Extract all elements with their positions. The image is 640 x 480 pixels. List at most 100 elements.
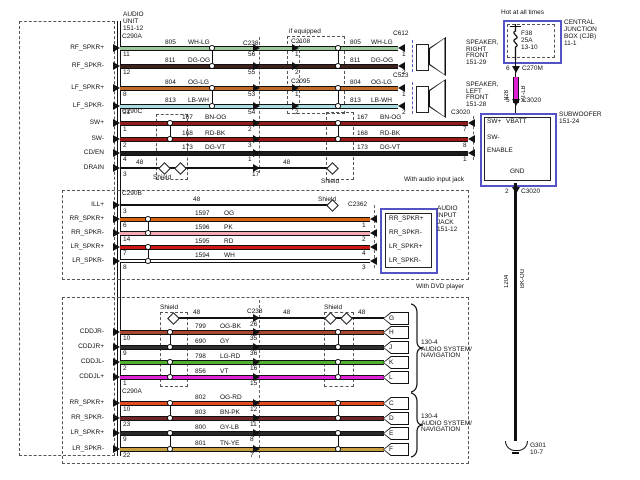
- pin-number: 4: [362, 250, 366, 257]
- pin-number: 9: [123, 350, 127, 357]
- wire: [120, 330, 384, 335]
- terminal: E: [383, 427, 409, 440]
- connector-arrow-icon: [292, 84, 299, 92]
- wire-text: OG: [224, 210, 235, 217]
- terminal-body: [384, 313, 408, 324]
- destination-arrow-icon: [370, 215, 377, 223]
- jack-title: AUDIO: [437, 205, 458, 212]
- connector-label: C523: [393, 72, 409, 79]
- if-equipped-box: [287, 36, 345, 114]
- jack-pin-label: RR_SPKR+: [389, 215, 424, 222]
- wire-text: BN-OG: [380, 114, 402, 121]
- pin-number: 17: [252, 171, 260, 178]
- shield-node-icon: [167, 359, 173, 365]
- wire-id-rotated: VT-LB: [521, 85, 527, 102]
- cjb-box: [503, 20, 562, 64]
- connector-arrow-icon: [253, 328, 260, 336]
- cjb-name: CENTRAL: [564, 19, 595, 26]
- connector-arrow-icon: [253, 373, 260, 381]
- pin-number: 1: [463, 156, 467, 163]
- pin-number: 12: [250, 406, 258, 413]
- wire-text: RD-BK: [380, 130, 401, 137]
- terminal: C: [383, 397, 409, 410]
- shield-node-icon: [167, 400, 173, 406]
- destination-arrow-icon: [370, 243, 377, 251]
- shield-node-icon: [335, 359, 341, 365]
- connector-arrow-icon: [113, 62, 120, 70]
- wire-text: 48: [283, 309, 291, 316]
- wire-text: GY-LB: [220, 424, 239, 431]
- wire-text: LB-WH: [371, 97, 392, 104]
- shield-region: [156, 114, 188, 180]
- shield-link: [338, 436, 339, 446]
- pin-number: 53: [248, 91, 256, 98]
- connector-line-c2108-c2095: [299, 40, 300, 108]
- wire: [120, 431, 384, 436]
- hot-at-all-times-label: Hot at all times: [501, 9, 544, 16]
- nav-group-label: AUDIO SYSTEM/: [421, 345, 472, 353]
- shield-node-icon: [335, 63, 341, 69]
- connector-arrow-icon: [253, 149, 260, 157]
- terminal: H: [383, 326, 409, 339]
- wire-text: 805: [350, 39, 361, 46]
- connector-arrow-icon: [253, 44, 260, 52]
- subwoofer-inner-box: [484, 117, 551, 181]
- connector-label: C3020: [522, 97, 542, 104]
- wire-text: DG-VT: [380, 144, 401, 151]
- pin-number: 4: [123, 156, 127, 163]
- wire-text: OG-BK: [220, 323, 241, 330]
- wire-text: 813: [165, 97, 176, 104]
- shield-node-icon: [167, 430, 173, 436]
- destination-arrow-icon: [468, 149, 475, 157]
- wire-text: DG-VT: [205, 144, 226, 151]
- shield-label: Shield: [160, 304, 179, 311]
- wire-text: GY: [220, 338, 230, 345]
- connector-label: C2108: [291, 38, 311, 45]
- connector-label: C290A: [122, 33, 142, 40]
- terminal-letter: J: [389, 344, 393, 351]
- shield-node-icon: [145, 216, 151, 222]
- destination-arrow-icon: [398, 44, 405, 52]
- jack-title: JACK: [437, 219, 454, 226]
- speaker-label: 151-29: [466, 58, 487, 66]
- audio-unit-connector-line: [120, 21, 121, 456]
- wire-text: 802: [195, 394, 206, 401]
- pin-number: 8: [250, 436, 254, 443]
- shield-node-icon: [335, 329, 341, 335]
- wire-name: RR_SPKR-: [71, 414, 104, 421]
- fuse-label: F38: [521, 30, 533, 37]
- destination-arrow-icon: [468, 135, 475, 143]
- fuse-label: 13-10: [521, 44, 538, 51]
- wire-text: 168: [357, 130, 368, 137]
- connector-arrow-icon: [113, 135, 120, 143]
- wire-text: WH: [224, 252, 235, 259]
- shield-node-icon: [167, 415, 173, 421]
- speaker-connector-line: [412, 40, 413, 72]
- terminal: K: [383, 356, 409, 369]
- shield-link: [338, 91, 339, 103]
- audio-unit-label: AUDIO: [123, 11, 144, 18]
- connector-label: C238: [243, 40, 259, 47]
- ground-wire-bk-og: [514, 183, 517, 441]
- connector-arrow-icon: [253, 414, 260, 422]
- shield-node-icon: [335, 374, 341, 380]
- terminal-body: [384, 327, 408, 338]
- wire-text: 168: [182, 130, 193, 137]
- wire: [120, 416, 384, 421]
- audio-unit-label: UNIT: [123, 18, 139, 25]
- shield-link: [170, 406, 171, 415]
- pin-number: 2: [123, 142, 127, 149]
- wire-name: CDDJR+: [78, 343, 104, 350]
- wire-text: WH-LG: [371, 39, 393, 46]
- pin-number: 8: [123, 264, 127, 271]
- pin-number: 1: [123, 126, 127, 133]
- connector-arrow-icon: [113, 399, 120, 407]
- subwoofer-pin-label: SW-: [487, 134, 500, 141]
- shield-node-icon: [167, 374, 173, 380]
- connector-arrow-icon: [292, 102, 299, 110]
- connector-arrow-icon: [113, 343, 120, 351]
- shield-node-icon: [335, 446, 341, 452]
- connector-label: C290B: [122, 190, 142, 197]
- wire-text: 48: [283, 159, 291, 166]
- connector-mark-icon: [512, 99, 520, 106]
